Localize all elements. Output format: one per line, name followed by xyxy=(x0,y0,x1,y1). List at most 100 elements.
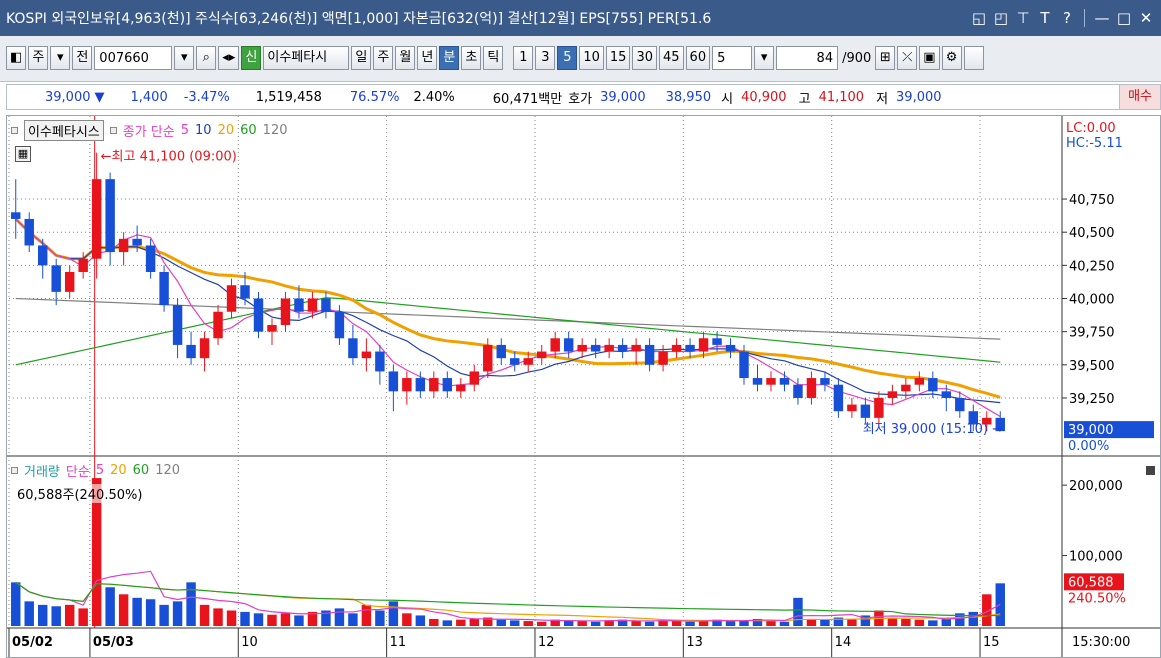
legend-toggle-icon[interactable] xyxy=(11,127,18,134)
candle-body xyxy=(402,378,412,392)
interval-45[interactable]: 45 xyxy=(659,46,684,70)
interval-1[interactable]: 1 xyxy=(513,46,534,70)
font-icon[interactable]: T xyxy=(1040,9,1050,27)
current-price-label: 39,000 xyxy=(1068,423,1114,438)
toolbar: ◧ 주 ▾ 전 ▾ ⌕ ◂▸ 신 이수페타시 일 주 월 년 분 초 틱 1 3… xyxy=(0,36,1161,82)
bid-price: 38,950 xyxy=(665,89,712,105)
candle-body xyxy=(213,311,223,339)
stock-code-input[interactable] xyxy=(94,46,173,70)
candle-body xyxy=(267,325,277,332)
legend-vol-ma120: 120 xyxy=(155,463,181,478)
volume-bar xyxy=(793,597,803,626)
all-button[interactable]: 전 xyxy=(72,46,93,70)
candle-body xyxy=(483,344,493,372)
tab-week[interactable]: 주 xyxy=(373,46,394,70)
indicator-icon[interactable]: ⊞ xyxy=(875,46,896,70)
maximize-icon[interactable]: □ xyxy=(1116,9,1132,27)
interval-5[interactable]: 5 xyxy=(557,46,578,70)
interval-10[interactable]: 10 xyxy=(579,46,604,70)
ma20-line xyxy=(14,217,1001,399)
volume-bar xyxy=(415,615,426,626)
legend-ma120: 120 xyxy=(262,123,288,138)
tab-second[interactable]: 초 xyxy=(461,46,482,70)
candle-body xyxy=(199,338,210,359)
help-icon[interactable]: ? xyxy=(1063,9,1071,27)
volume-bar xyxy=(321,610,331,626)
price-volume-chart[interactable]: 40,750 40,500 40,250 40,000 39,750 39,500 39,2… xyxy=(7,116,1160,657)
candle-body xyxy=(806,378,817,398)
window-title: KOSPI 외국인보유[4,963(천)] 주식수[63,246(천)] 액면[… xyxy=(6,11,712,27)
candle-body xyxy=(294,298,304,312)
price-tick-label: 40,500 xyxy=(1069,226,1115,241)
tab-tick[interactable]: 틱 xyxy=(483,46,504,70)
interval-dropdown-icon[interactable]: ▾ xyxy=(754,46,775,70)
restore-icon[interactable]: ◱ xyxy=(971,9,987,27)
save-icon[interactable]: ▣ xyxy=(919,46,940,70)
code-dropdown-icon[interactable]: ▾ xyxy=(174,46,195,70)
interval-60[interactable]: 60 xyxy=(685,46,711,70)
price-tick-label: 39,500 xyxy=(1069,359,1115,374)
stock-name-field[interactable]: 이수페타시 xyxy=(263,46,350,70)
buy-button[interactable]: 매수 xyxy=(1119,85,1160,109)
volume-bar xyxy=(456,619,466,626)
period-select[interactable]: 주 xyxy=(28,46,49,70)
volume-legend: 거래량 단순 5 20 60 120 xyxy=(11,461,180,480)
volume-tick-label: 100,000 xyxy=(1069,550,1123,565)
speaker-icon[interactable]: ◂▸ xyxy=(218,46,240,70)
candle-body xyxy=(752,378,763,385)
candle-body xyxy=(469,371,480,385)
volume-bar xyxy=(37,604,48,626)
checkbox[interactable] xyxy=(963,46,984,70)
gear-icon[interactable]: ⚙ xyxy=(941,46,962,70)
lc-label: LC:0.00 xyxy=(1066,121,1116,136)
volume-bar xyxy=(847,618,857,626)
tab-month[interactable]: 월 xyxy=(395,46,416,70)
candle-body xyxy=(348,338,358,359)
ratio-2: 2.40% xyxy=(413,89,455,105)
volume-bar xyxy=(105,587,115,626)
candle-body xyxy=(442,378,453,392)
volume-bar xyxy=(510,620,520,626)
interval-30[interactable]: 30 xyxy=(632,46,657,70)
candle-body xyxy=(995,417,1005,432)
interval-15[interactable]: 15 xyxy=(605,46,631,70)
volume-bar xyxy=(132,597,142,626)
tab-minute[interactable]: 분 xyxy=(439,46,460,70)
ma10-line xyxy=(15,218,1001,404)
pin-icon[interactable]: ⊤ xyxy=(1016,9,1030,27)
draw-tool-icon[interactable]: ⤫ xyxy=(897,46,918,70)
chevron-down-icon[interactable]: ▾ xyxy=(50,46,71,70)
time-tick-label: 05/03 xyxy=(93,635,134,650)
close-icon[interactable]: ✕ xyxy=(1139,9,1153,27)
legend-toggle-icon[interactable] xyxy=(11,467,18,474)
grid-table-icon[interactable]: ▦ xyxy=(15,146,31,162)
volume-bar xyxy=(563,620,574,626)
candle-body xyxy=(253,298,264,332)
volume-bar xyxy=(523,621,533,626)
price-legend-name[interactable]: 이수페타시스 xyxy=(24,120,104,141)
chart-panel[interactable]: 40,750 40,500 40,250 40,000 39,750 39,500 39,2… xyxy=(6,115,1161,658)
layout-icon[interactable]: ◧ xyxy=(6,46,27,70)
open-price: 40,900 xyxy=(741,89,787,105)
volume-legend-title: 단순 xyxy=(65,465,90,480)
candle-body xyxy=(523,358,533,365)
minimize-icon[interactable]: — xyxy=(1094,9,1110,27)
volume-bar xyxy=(860,615,871,626)
window-icon[interactable]: ◰ xyxy=(993,9,1009,27)
candle-body xyxy=(982,417,992,425)
count-input[interactable] xyxy=(776,46,839,70)
volume-bar xyxy=(685,621,695,626)
volume-bar xyxy=(739,620,749,626)
time-tick-label: 12 xyxy=(538,635,555,650)
volume-close-icon xyxy=(1146,466,1155,475)
tab-day[interactable]: 일 xyxy=(351,46,372,70)
interval-3[interactable]: 3 xyxy=(535,46,556,70)
tab-year[interactable]: 년 xyxy=(417,46,438,70)
legend-toggle-icon[interactable] xyxy=(109,127,117,134)
candle-body xyxy=(118,238,129,253)
interval-input[interactable] xyxy=(712,46,753,70)
candle-body xyxy=(968,411,979,425)
volume-bar xyxy=(766,620,776,626)
price-tick-label: 40,250 xyxy=(1069,259,1115,274)
search-icon[interactable]: ⌕ xyxy=(196,46,217,70)
